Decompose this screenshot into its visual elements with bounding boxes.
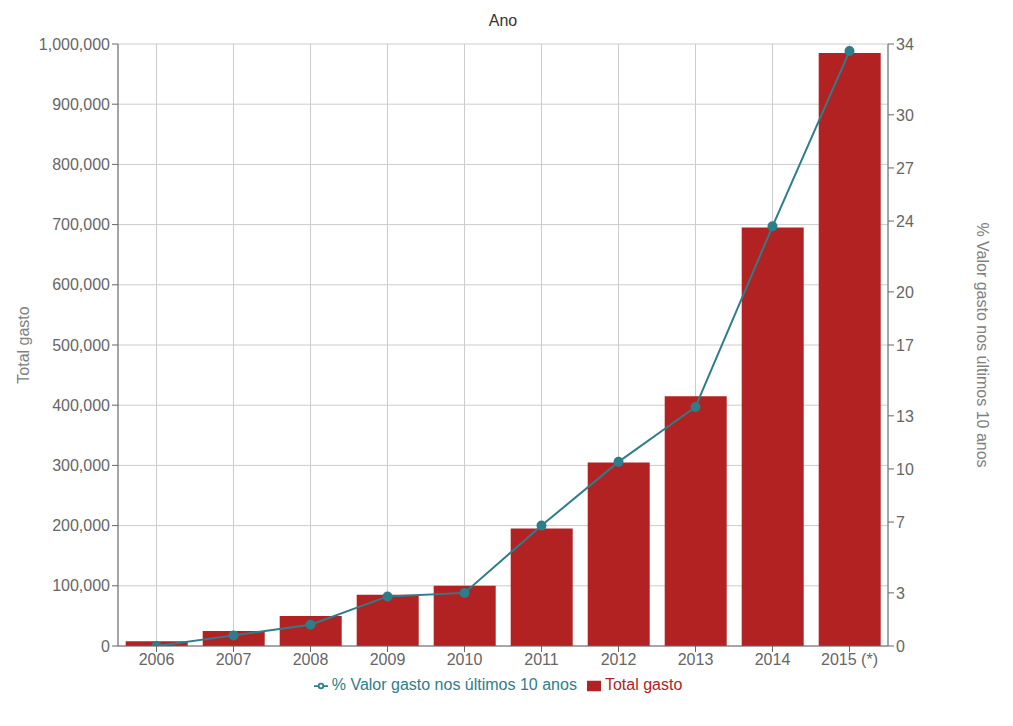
- svg-text:20: 20: [896, 284, 914, 301]
- svg-text:0: 0: [896, 638, 905, 655]
- svg-text:600,000: 600,000: [52, 276, 110, 293]
- svg-text:300,000: 300,000: [52, 457, 110, 474]
- html-text:% Valor gasto nos últimos 10 a: % Valor gasto nos últimos 10 anos: [331, 676, 577, 693]
- svg-text:900,000: 900,000: [52, 96, 110, 113]
- svg-text:200,000: 200,000: [52, 517, 110, 534]
- svg-text:700,000: 700,000: [52, 216, 110, 233]
- svg-text:Total gasto: Total gasto: [15, 306, 32, 383]
- svg-text:400,000: 400,000: [52, 397, 110, 414]
- svg-text:2006: 2006: [139, 651, 175, 668]
- svg-text:2008: 2008: [293, 651, 329, 668]
- svg-text:100,000: 100,000: [52, 577, 110, 594]
- svg-text:13: 13: [896, 408, 914, 425]
- svg-text:1,000,000: 1,000,000: [39, 36, 110, 53]
- svg-text:2013: 2013: [678, 651, 714, 668]
- svg-text:17: 17: [896, 337, 914, 354]
- svg-text:2015 (*): 2015 (*): [821, 651, 878, 668]
- svg-text:2011: 2011: [524, 651, 559, 668]
- svg-text:2014: 2014: [755, 651, 791, 668]
- svg-text:30: 30: [896, 107, 914, 124]
- html-text:Total gasto: Total gasto: [604, 676, 683, 693]
- svg-text:10: 10: [896, 461, 914, 478]
- svg-text:24: 24: [896, 213, 914, 230]
- svg-text:800,000: 800,000: [52, 156, 110, 173]
- svg-text:2009: 2009: [370, 651, 406, 668]
- svg-text:% Valor gasto nos últimos 10 a: % Valor gasto nos últimos 10 anos: [974, 222, 991, 467]
- svg-text:500,000: 500,000: [52, 337, 110, 354]
- html-text:Ano: Ano: [488, 12, 518, 29]
- svg-text:2007: 2007: [216, 651, 252, 668]
- svg-text:3: 3: [896, 585, 905, 602]
- svg-text:7: 7: [896, 514, 905, 531]
- svg-text:2012: 2012: [601, 651, 637, 668]
- svg-text:34: 34: [896, 36, 914, 53]
- svg-text:2010: 2010: [447, 651, 483, 668]
- svg-text:27: 27: [896, 160, 914, 177]
- svg-text:0: 0: [101, 638, 110, 655]
